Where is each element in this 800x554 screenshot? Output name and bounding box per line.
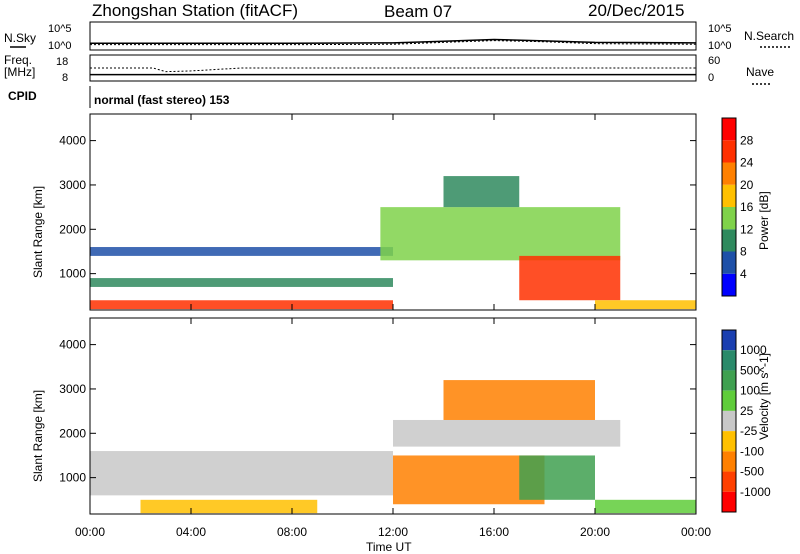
cpid-strip: CPID normal (fast stereo) 153 [8,86,230,108]
nave-series-line [90,67,696,73]
velocity-region [393,419,621,447]
velocity-region [443,380,595,420]
power-region [443,176,520,208]
velocity-region [595,499,696,514]
power-colorbar-tick: 16 [740,200,754,214]
power-region [90,300,393,310]
velocity-colorbar-tick: 1000 [740,343,767,357]
x-axis-title: Time UT [366,540,412,554]
power-region [90,278,393,287]
date-label: 20/Dec/2015 [588,1,684,20]
nsky-tick-bottom: 10^0 [48,40,72,52]
power-region [380,207,621,261]
freq-tick-bottom: 8 [62,72,68,84]
velocity-colorbar-tick: -25 [740,424,758,438]
x-tick-label: 00:00 [681,525,711,539]
power-colorbar-swatch [722,118,736,141]
nsearch-label: N.Search [744,29,794,43]
velocity-colorbar-swatch [722,410,736,432]
power-ytick-label: 2000 [59,222,86,236]
velocity-ylabel: Slant Range [km] [31,390,45,482]
velocity-ytick-label: 4000 [59,338,86,352]
velocity-region [90,451,393,496]
power-colorbar-tick: 28 [740,133,754,147]
power-ytick-label: 3000 [59,178,86,192]
noise-series-line [90,38,697,44]
nave-tick-top: 60 [708,55,720,67]
velocity-colorbar-tick: -100 [740,444,764,458]
beam-label: Beam 07 [384,2,452,21]
velocity-colorbar-tick: 500 [740,363,760,377]
station-title: Zhongshan Station (fitACF) [92,1,298,20]
velocity-colorbar-swatch [722,431,736,452]
velocity-colorbar-tick: 100 [740,384,760,398]
noise-series-line [90,40,697,46]
x-tick-label: 16:00 [479,525,509,539]
velocity-colorbar-swatch [722,330,736,351]
nsky-label: N.Sky [4,31,36,45]
power-colorbar-tick: 8 [740,245,747,259]
nsearch-tick-top: 10^5 [708,23,732,35]
cpid-label: CPID [8,89,37,103]
velocity-region [140,499,318,514]
nave-label: Nave [746,65,774,79]
power-colorbar-tick: 4 [740,267,747,281]
power-region [90,247,393,256]
power-region [519,255,621,301]
freq-panel: Freq. [MHz] 18 8 60 0 Nave [4,53,774,85]
power-colorbar-label: Power [dB] [757,191,771,250]
power-colorbar-tick: 24 [740,156,754,170]
freq-tick-top: 18 [56,56,68,68]
power-colorbar-swatch [722,140,736,163]
velocity-ytick-label: 1000 [59,471,86,485]
velocity-region [519,455,595,500]
velocity-colorbar-tick: -500 [740,465,764,479]
noise-panel: N.Sky 10^5 10^0 10^5 10^0 N.Search [4,21,794,52]
velocity-panel: 1000 2000 3000 4000 Slant Range [km] 1000 50… [31,317,771,515]
power-colorbar-tick: 12 [740,222,754,236]
velocity-colorbar-swatch [722,471,736,492]
velocity-colorbar-swatch [722,451,736,472]
nave-tick-bottom: 0 [708,72,714,84]
time-axis: 00:00 04:00 08:00 12:00 16:00 20:00 00:00 [75,114,711,539]
power-ylabel: Slant Range [km] [31,186,45,278]
freq-label-1: Freq. [4,53,32,67]
velocity-ytick-label: 3000 [59,382,86,396]
power-colorbar-swatch [722,162,736,185]
velocity-colorbar-tick: -1000 [740,485,771,499]
power-ytick-label: 4000 [59,134,86,148]
velocity-colorbar-swatch [722,491,736,512]
velocity-colorbar-swatch [722,390,736,411]
velocity-colorbar-tick: 25 [740,404,754,418]
nsearch-tick-bottom: 10^0 [708,40,732,52]
power-colorbar-swatch [722,229,736,252]
x-tick-label: 04:00 [176,525,206,539]
x-tick-label: 00:00 [75,525,105,539]
velocity-ytick-label: 2000 [59,426,86,440]
power-colorbar-swatch [722,251,736,274]
velocity-colorbar-swatch [722,370,736,391]
power-region [595,300,696,310]
cpid-text: normal (fast stereo) 153 [94,93,230,107]
nsky-tick-top: 10^5 [48,23,72,35]
power-ytick-label: 1000 [59,267,86,281]
velocity-colorbar-label: Velocity [m s^-1] [757,353,771,440]
power-colorbar-swatch [722,184,736,207]
x-tick-label: 20:00 [580,525,610,539]
power-colorbar-tick: 20 [740,178,754,192]
power-colorbar-swatch [722,207,736,230]
power-panel: 1000 2000 3000 4000 Slant Range [km] 4 8 12 16… [31,113,771,311]
power-colorbar-swatch [722,273,736,296]
velocity-colorbar-swatch [722,350,736,371]
x-tick-label: 12:00 [378,525,408,539]
x-tick-label: 08:00 [277,525,307,539]
freq-label-2: [MHz] [4,65,35,79]
